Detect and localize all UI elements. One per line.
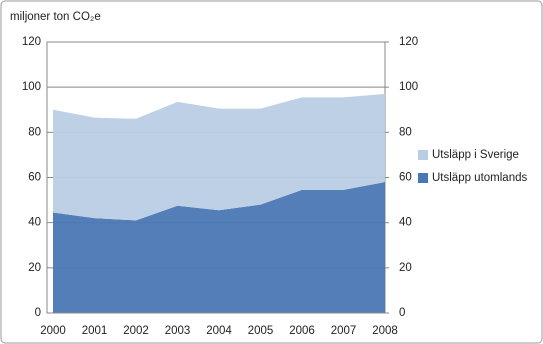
x-tick-label: 2005 xyxy=(248,325,274,337)
y2-tick-label: 0 xyxy=(399,307,405,319)
y2-tick-label: 20 xyxy=(399,262,412,274)
x-tick-label: 2002 xyxy=(123,325,149,337)
y2-tick-label: 100 xyxy=(399,81,418,93)
x-tick-label: 2001 xyxy=(82,325,108,337)
y2-tick-label: 120 xyxy=(399,36,418,48)
y-tick-label: 100 xyxy=(22,81,41,93)
y2-tick-label: 80 xyxy=(399,126,412,138)
legend-swatch xyxy=(418,150,428,160)
area xyxy=(53,182,385,313)
y-tick-label: 0 xyxy=(35,307,41,319)
x-tick-label: 2003 xyxy=(165,325,191,337)
x-tick-label: 2008 xyxy=(372,325,398,337)
y-tick-label: 60 xyxy=(28,172,41,184)
y-axis-title: miljoner ton CO₂e xyxy=(10,11,101,23)
x-tick-label: 2006 xyxy=(289,325,315,337)
y-tick-label: 80 xyxy=(28,126,41,138)
y-tick-label: 40 xyxy=(28,217,41,229)
x-tick-label: 2000 xyxy=(40,325,66,337)
legend-swatch xyxy=(418,173,428,183)
y-tick-label: 20 xyxy=(28,262,41,274)
y-tick-label: 120 xyxy=(22,36,41,48)
y2-tick-label: 60 xyxy=(399,172,412,184)
area xyxy=(53,93,385,221)
x-tick-label: 2004 xyxy=(206,325,232,337)
legend-label: Utsläpp utomlands xyxy=(432,172,527,184)
legend-label: Utsläpp i Sverige xyxy=(432,149,519,161)
y2-tick-label: 40 xyxy=(399,217,412,229)
x-tick-label: 2007 xyxy=(331,325,357,337)
